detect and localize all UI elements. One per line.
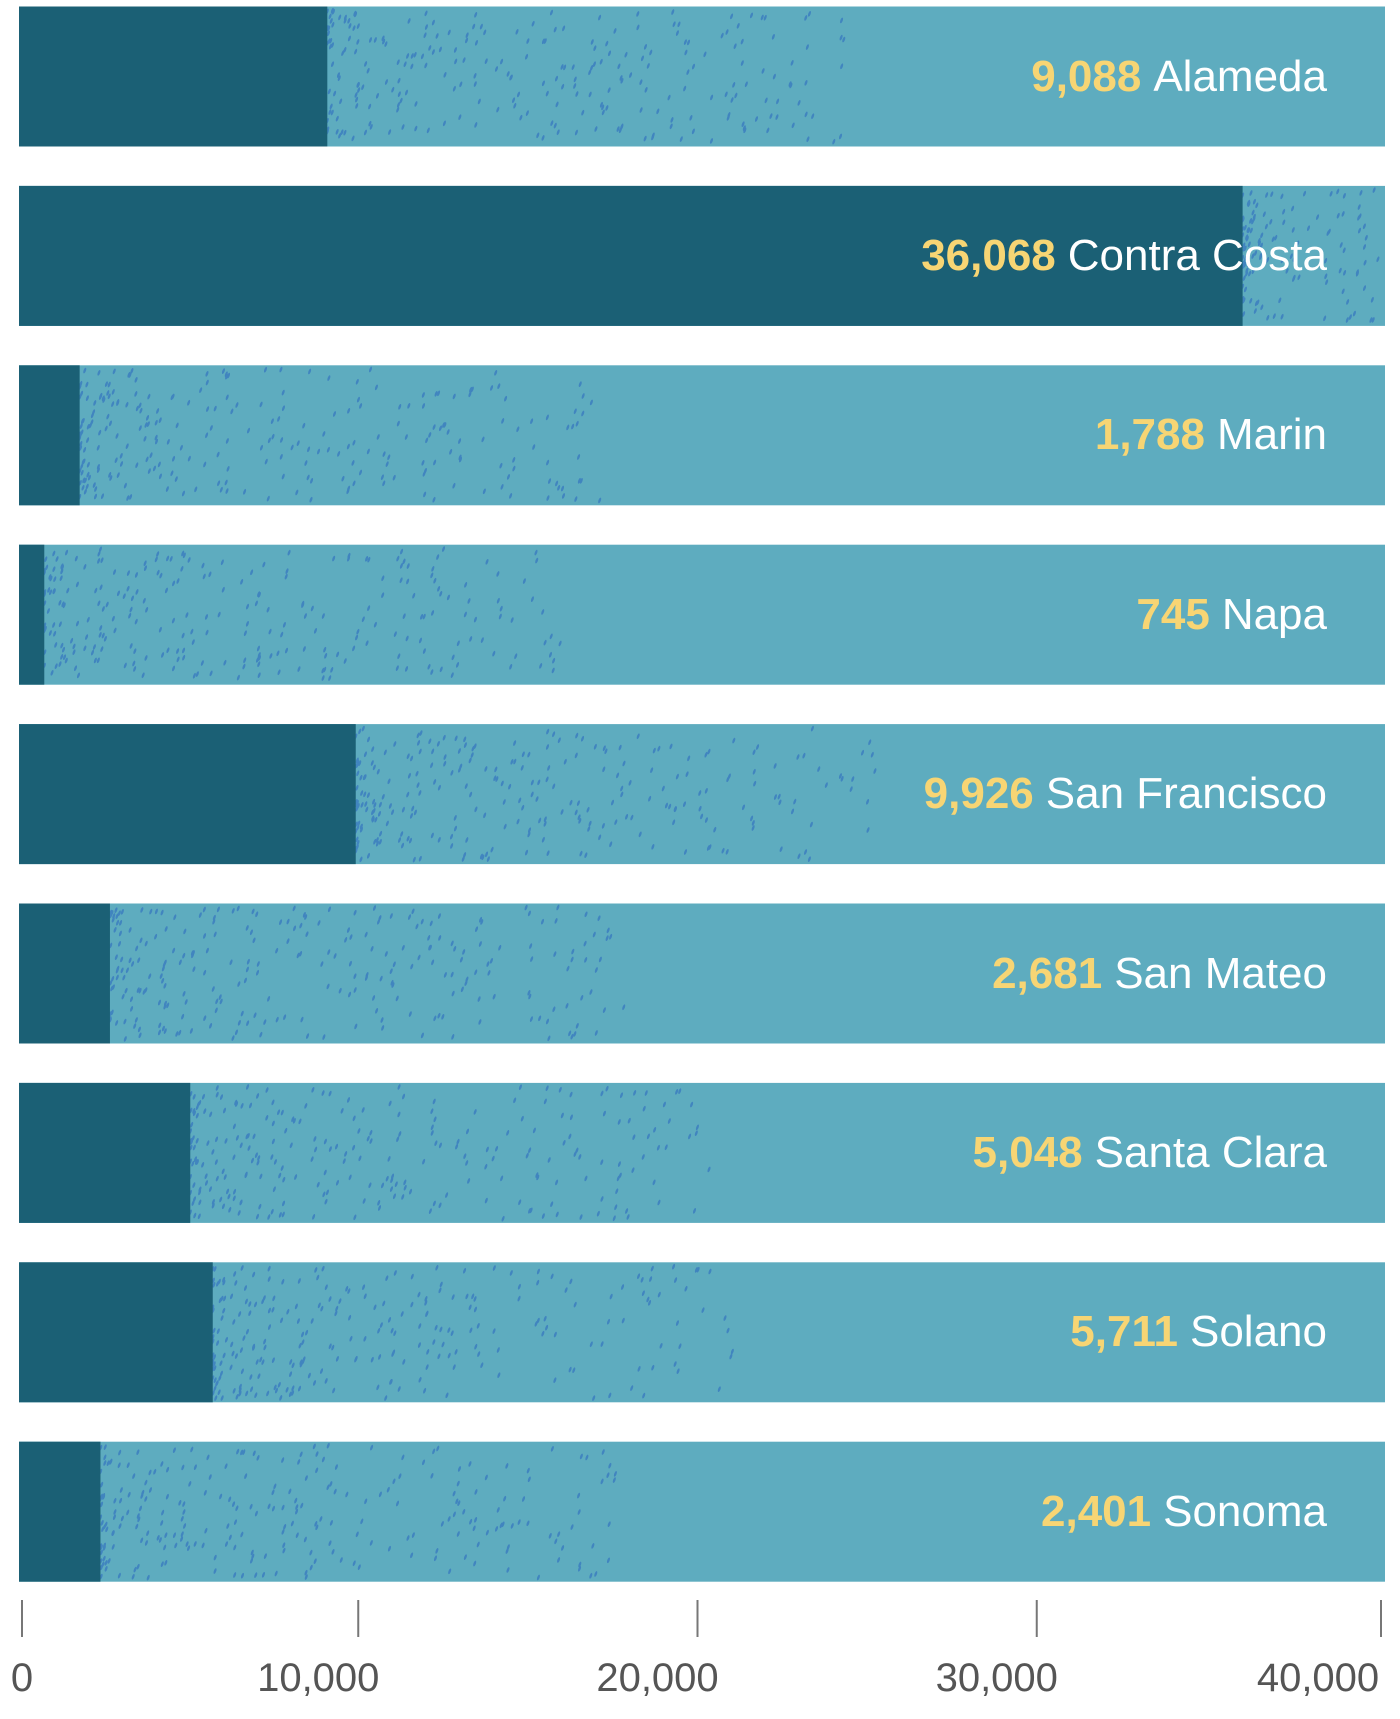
bar-label: 1,788 Marin bbox=[1095, 365, 1327, 505]
category-label: Alameda bbox=[1153, 51, 1327, 101]
bar-label: 9,926 San Francisco bbox=[924, 724, 1327, 864]
category-label: San Mateo bbox=[1114, 948, 1327, 998]
x-tick-label: 40,000 bbox=[1256, 1656, 1380, 1700]
bar-san-mateo bbox=[19, 903, 110, 1044]
speckle-texture bbox=[188, 1084, 711, 1222]
value-label: 36,068 bbox=[921, 230, 1056, 280]
bar-track bbox=[19, 1082, 1385, 1223]
value-label: 9,088 bbox=[1031, 51, 1142, 101]
speckle-texture bbox=[108, 904, 626, 1042]
speckle-texture bbox=[78, 366, 602, 504]
bar-track bbox=[19, 1441, 1385, 1582]
x-tick-label: 0 bbox=[10, 1656, 34, 1700]
speckle-texture bbox=[211, 1263, 734, 1401]
speckle-texture bbox=[325, 7, 846, 145]
bar-label: 9,088 Alameda bbox=[1031, 7, 1327, 147]
bar-santa-clara bbox=[19, 1082, 191, 1223]
bar-label: 5,711 Solano bbox=[1070, 1262, 1327, 1402]
bar-label: 36,068 Contra Costa bbox=[921, 186, 1327, 326]
value-label: 5,048 bbox=[972, 1127, 1083, 1177]
bar-track bbox=[19, 544, 1385, 685]
category-label: Napa bbox=[1221, 589, 1327, 639]
x-tick-label: 10,000 bbox=[257, 1656, 380, 1700]
bar-solano bbox=[19, 1262, 213, 1403]
category-label: Sonoma bbox=[1163, 1486, 1327, 1536]
bar-label: 5,048 Santa Clara bbox=[973, 1083, 1327, 1223]
category-label: Contra Costa bbox=[1067, 230, 1327, 280]
category-label: Solano bbox=[1189, 1307, 1327, 1357]
x-tick-label: 20,000 bbox=[596, 1656, 719, 1700]
value-label: 1,788 bbox=[1094, 410, 1205, 460]
bar-label: 2,681 San Mateo bbox=[992, 904, 1327, 1044]
category-label: San Francisco bbox=[1045, 769, 1327, 819]
bar-contra-costa bbox=[19, 185, 1243, 326]
value-label: 9,926 bbox=[923, 769, 1034, 819]
value-label: 2,401 bbox=[1041, 1486, 1152, 1536]
speckle-texture bbox=[42, 546, 562, 681]
bar-sonoma bbox=[19, 1441, 101, 1582]
bar-label: 745 Napa bbox=[1136, 545, 1327, 685]
category-label: Marin bbox=[1216, 410, 1327, 460]
value-label: 745 bbox=[1136, 589, 1210, 639]
bar-label: 2,401 Sonoma bbox=[1041, 1442, 1327, 1582]
bar-marin bbox=[19, 365, 80, 506]
x-tick-label: 30,000 bbox=[935, 1656, 1058, 1700]
value-label: 2,681 bbox=[992, 948, 1103, 998]
speckle-texture bbox=[354, 725, 877, 863]
category-label: Santa Clara bbox=[1094, 1127, 1327, 1177]
bar-track bbox=[19, 365, 1385, 506]
bar-alameda bbox=[19, 6, 328, 147]
bar-san-francisco bbox=[19, 724, 356, 865]
bar-napa bbox=[19, 544, 45, 685]
value-label: 5,711 bbox=[1070, 1307, 1178, 1357]
speckle-texture bbox=[99, 1442, 617, 1581]
